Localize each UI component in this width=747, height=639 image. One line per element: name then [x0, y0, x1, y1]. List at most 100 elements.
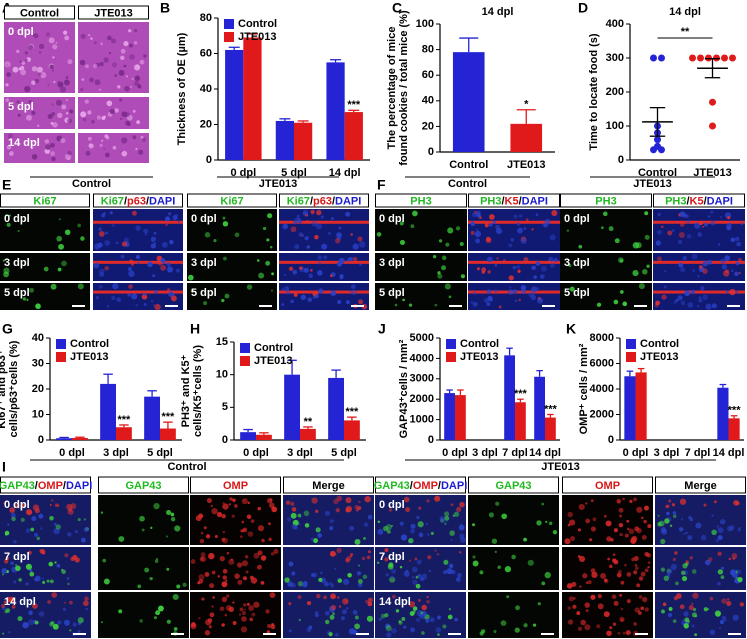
texture	[346, 607, 349, 610]
texture	[208, 625, 212, 629]
texture	[135, 76, 139, 80]
texture	[62, 607, 67, 612]
texture	[724, 619, 727, 622]
texture	[437, 633, 440, 636]
texture	[697, 275, 700, 278]
texture	[285, 500, 291, 505]
texture	[250, 519, 255, 523]
texture	[50, 620, 55, 625]
texture	[131, 77, 134, 80]
texture	[450, 503, 454, 507]
texture	[535, 261, 541, 266]
y-tick-label: 60	[200, 47, 212, 59]
header-part: GAP43	[374, 480, 410, 492]
texture	[118, 536, 125, 542]
texture	[358, 299, 364, 305]
texture	[420, 611, 424, 615]
texture	[136, 120, 141, 125]
texture	[410, 627, 416, 633]
texture	[668, 606, 673, 611]
bar	[160, 428, 176, 440]
y-axis-label: GAP43⁺cells / mm²	[398, 339, 410, 438]
texture	[241, 498, 248, 505]
texture	[336, 547, 342, 554]
column-header: Merge	[684, 480, 716, 492]
row-label: 3 dpl	[191, 257, 217, 269]
micrograph-band	[468, 220, 560, 224]
row-label: 5 dpl	[4, 287, 30, 299]
texture	[540, 265, 547, 272]
texture	[29, 571, 35, 577]
texture	[544, 571, 551, 579]
texture	[14, 502, 20, 509]
column-header-box	[653, 193, 745, 208]
texture	[441, 265, 447, 271]
texture	[52, 122, 58, 128]
texture	[731, 553, 738, 559]
texture	[306, 245, 311, 249]
texture	[104, 134, 109, 139]
texture	[329, 519, 334, 524]
texture	[33, 33, 39, 39]
texture	[724, 255, 731, 261]
bar	[56, 438, 72, 440]
texture	[231, 514, 235, 518]
texture	[585, 518, 591, 524]
texture	[704, 559, 711, 566]
texture	[425, 618, 430, 623]
texture	[63, 601, 66, 604]
y-axis-label: cells/p63⁺cells (%)	[8, 340, 20, 437]
micrograph	[4, 133, 75, 163]
texture	[253, 601, 260, 608]
texture	[580, 619, 587, 626]
significance: ***	[728, 405, 742, 417]
texture	[209, 612, 215, 618]
texture	[350, 233, 353, 236]
x-tick-label: 14 dpl	[529, 447, 561, 459]
texture	[698, 298, 703, 303]
texture	[416, 617, 421, 622]
texture	[448, 563, 454, 569]
header-part: Merge	[312, 480, 344, 492]
texture	[102, 558, 107, 563]
texture	[36, 66, 43, 73]
texture	[417, 521, 424, 528]
texture	[198, 513, 204, 519]
texture	[154, 303, 161, 311]
texture	[631, 557, 635, 562]
texture	[121, 111, 128, 118]
texture	[154, 559, 159, 563]
texture	[48, 561, 54, 567]
texture	[11, 516, 16, 522]
y-tick-label: 3000	[410, 373, 434, 385]
texture	[9, 507, 16, 513]
header-part: JTE013	[94, 7, 133, 19]
texture	[84, 99, 89, 104]
texture	[304, 236, 309, 241]
y-tick-label: 300	[606, 52, 624, 64]
texture	[401, 617, 406, 621]
texture	[114, 74, 118, 77]
texture	[37, 124, 40, 128]
texture	[454, 617, 458, 622]
bar	[504, 355, 515, 440]
chart-title: 14 dpl	[669, 6, 701, 18]
texture	[471, 212, 477, 218]
significance: ***	[161, 411, 175, 423]
texture	[131, 210, 137, 216]
texture	[733, 500, 739, 506]
texture	[498, 305, 502, 309]
texture	[315, 510, 319, 513]
texture	[410, 523, 416, 529]
row-label: 0 dpl	[564, 213, 590, 225]
texture	[141, 528, 145, 532]
texture	[680, 518, 684, 521]
texture	[376, 561, 380, 564]
header-part: PH3	[665, 195, 686, 207]
texture	[21, 61, 26, 65]
column-header-box	[560, 193, 652, 208]
texture	[297, 595, 302, 600]
texture	[694, 633, 698, 637]
header-part: p63	[127, 195, 146, 207]
texture	[93, 262, 100, 269]
